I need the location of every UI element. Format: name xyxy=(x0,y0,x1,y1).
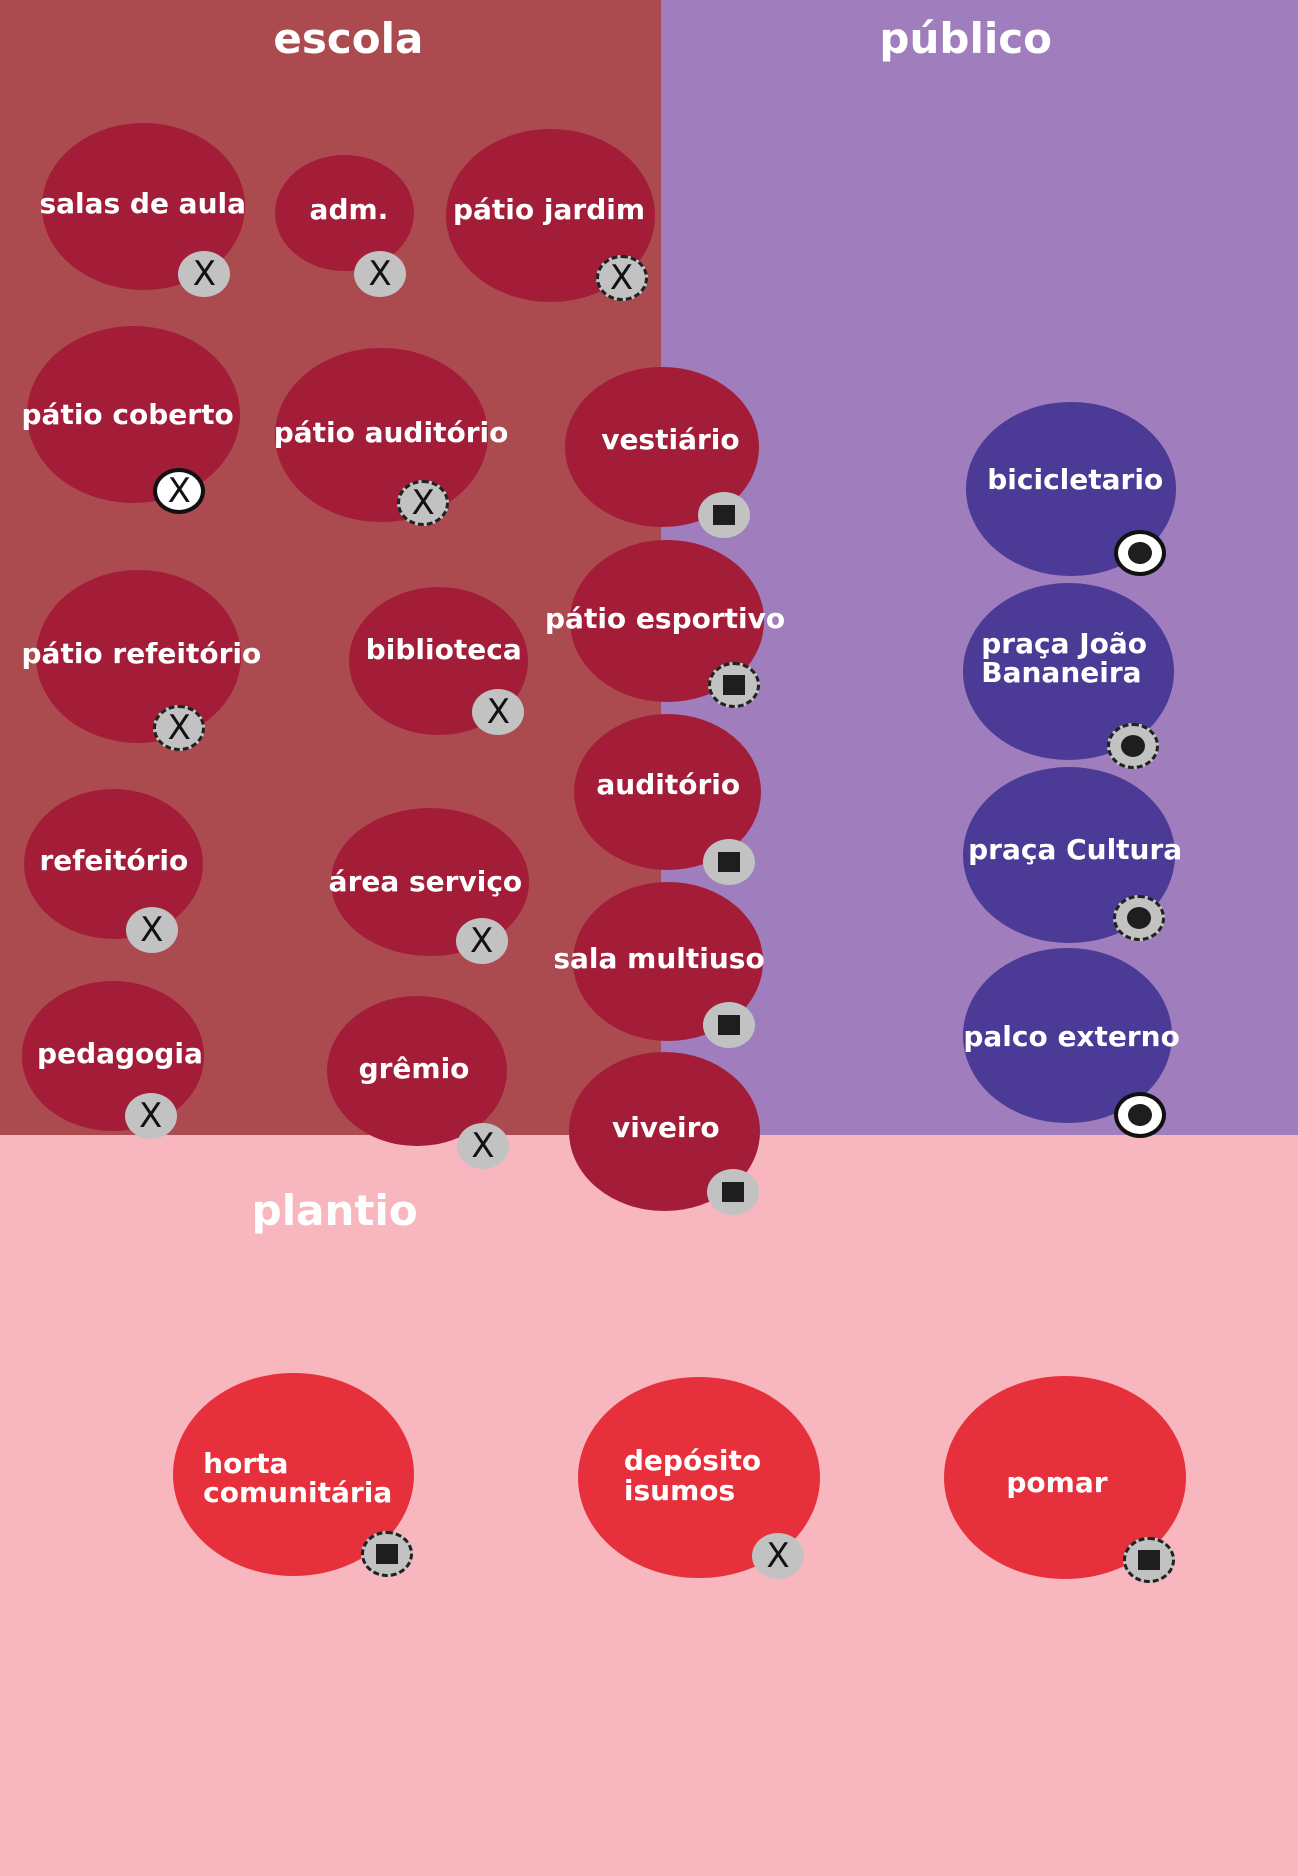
square-icon xyxy=(722,674,745,695)
node-label: pomar xyxy=(1006,1465,1108,1499)
node-patio-refeitorio xyxy=(35,570,242,744)
x-badge-solid: X xyxy=(354,250,407,297)
square-icon xyxy=(713,505,736,526)
node-label: adm. xyxy=(309,192,389,226)
x-icon: X xyxy=(411,483,435,524)
square-badge-dashed xyxy=(1122,1536,1175,1583)
x-badge-solid: X xyxy=(125,906,178,953)
dot-badge-dashed xyxy=(1113,894,1166,941)
square-icon xyxy=(376,1543,399,1564)
node-label: auditório xyxy=(596,767,741,801)
x-icon: X xyxy=(471,1126,495,1167)
x-badge-dashed: X xyxy=(595,255,648,302)
dot-icon xyxy=(1128,1104,1153,1127)
square-icon xyxy=(1137,1549,1160,1570)
x-badge-solid: X xyxy=(455,917,508,964)
dot-icon xyxy=(1127,906,1152,929)
zone-title-publico: público xyxy=(879,14,1052,64)
node-label: vestiário xyxy=(601,423,740,457)
node-label: pátio jardim xyxy=(452,192,646,226)
x-badge-dashed: X xyxy=(397,480,450,527)
dot-icon xyxy=(1128,542,1153,565)
node-label: pátio refeitório xyxy=(21,637,262,671)
x-badge-solid: X xyxy=(472,689,525,736)
node-label: viveiro xyxy=(611,1110,720,1144)
x-icon: X xyxy=(167,707,191,748)
node-label: biblioteca xyxy=(365,632,522,666)
x-icon: X xyxy=(138,1096,163,1137)
x-icon: X xyxy=(470,920,494,961)
x-badge-dashed: X xyxy=(153,704,206,751)
square-badge-solid xyxy=(703,838,756,885)
zone-title-escola: escola xyxy=(273,14,424,64)
square-badge-dashed xyxy=(361,1530,414,1577)
x-icon: X xyxy=(486,692,511,733)
x-badge-outlined: X xyxy=(153,468,206,515)
dot-badge-outlined xyxy=(1114,1092,1167,1139)
x-icon: X xyxy=(368,253,392,294)
node-label: praça Cultura xyxy=(968,833,1183,867)
node-label: grêmio xyxy=(358,1052,470,1086)
node-label: pátio auditório xyxy=(273,416,509,450)
square-icon xyxy=(718,851,741,872)
node-gremio xyxy=(327,995,507,1147)
x-badge-solid: X xyxy=(124,1093,177,1140)
square-badge-dashed xyxy=(707,661,760,708)
x-icon: X xyxy=(192,253,217,294)
square-icon xyxy=(718,1015,741,1036)
node-label: depósito isumos xyxy=(623,1444,762,1507)
x-icon: X xyxy=(609,258,634,299)
dot-badge-dashed xyxy=(1107,722,1160,769)
x-badge-solid: X xyxy=(456,1123,509,1170)
node-patio-auditorio xyxy=(274,347,488,523)
node-label: horta comunitária xyxy=(203,1446,393,1509)
node-label: salas de aula xyxy=(39,186,247,220)
node-label: palco externo xyxy=(963,1019,1180,1053)
dot-icon xyxy=(1121,734,1146,757)
node-label: pedagogia xyxy=(37,1036,203,1070)
square-badge-solid xyxy=(698,492,751,539)
node-label: sala multiuso xyxy=(553,942,765,976)
node-patio-coberto xyxy=(27,326,241,504)
node-label: pátio esportivo xyxy=(545,601,786,635)
node-label: refeitório xyxy=(39,844,189,878)
zone-title-plantio: plantio xyxy=(251,1185,418,1235)
x-badge-solid: X xyxy=(178,250,231,297)
x-icon: X xyxy=(766,1536,790,1577)
square-badge-solid xyxy=(706,1168,759,1215)
node-refeitorio xyxy=(23,788,204,940)
x-badge-solid: X xyxy=(752,1533,805,1580)
square-icon xyxy=(721,1181,744,1202)
node-label: bicicletario xyxy=(987,462,1164,496)
node-label: área serviço xyxy=(328,864,523,898)
dot-badge-outlined xyxy=(1114,530,1167,577)
x-icon: X xyxy=(167,471,191,512)
node-label: pátio coberto xyxy=(21,398,234,432)
node-label: praça João Bananeira xyxy=(981,626,1148,690)
square-badge-solid xyxy=(703,1002,756,1049)
zone-publico: público xyxy=(660,0,1298,1136)
x-icon: X xyxy=(140,909,164,950)
